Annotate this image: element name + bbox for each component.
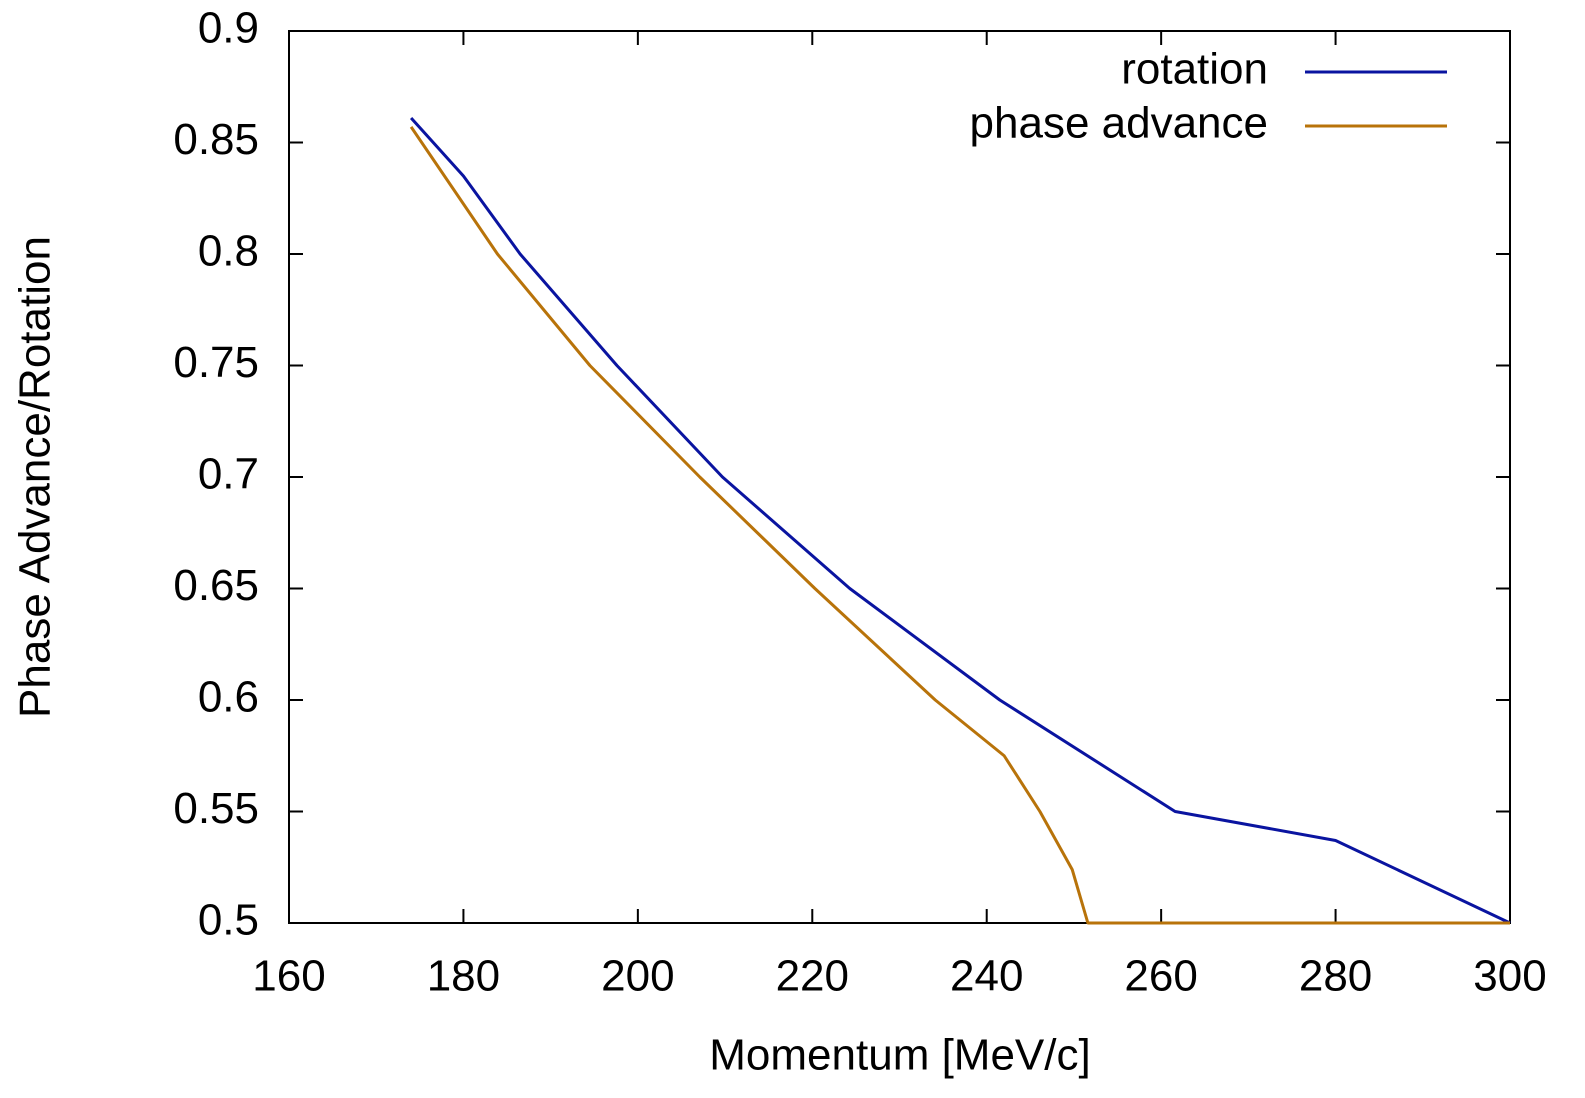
y-tick-label: 0.85 (173, 115, 259, 164)
x-tick-label: 220 (776, 952, 849, 1001)
y-tick-label: 0.65 (173, 561, 259, 610)
y-tick-label: 0.9 (198, 4, 259, 53)
x-tick-label: 300 (1473, 952, 1546, 1001)
y-tick-label: 0.8 (198, 227, 259, 276)
x-tick-label: 260 (1124, 952, 1197, 1001)
y-axis-label: Phase Advance/Rotation (11, 236, 60, 718)
x-tick-label: 160 (252, 952, 325, 1001)
x-tick-label: 280 (1299, 952, 1372, 1001)
legend-label: phase advance (970, 99, 1268, 148)
line-series (409, 126, 1510, 925)
legend-label: rotation (1121, 45, 1268, 94)
x-axis-label: Momentum [MeV/c] (709, 1031, 1090, 1080)
x-tick-label: 240 (950, 952, 1023, 1001)
y-tick-label: 0.5 (198, 896, 259, 945)
x-tick-label: 180 (427, 952, 500, 1001)
y-tick-label: 0.6 (198, 673, 259, 722)
y-tick-label: 0.75 (173, 338, 259, 387)
x-tick-label: 200 (601, 952, 674, 1001)
y-tick-label: 0.55 (173, 784, 259, 833)
line-series (409, 116, 1511, 925)
plot-frame (288, 30, 1511, 924)
y-tick-label: 0.7 (198, 450, 259, 499)
